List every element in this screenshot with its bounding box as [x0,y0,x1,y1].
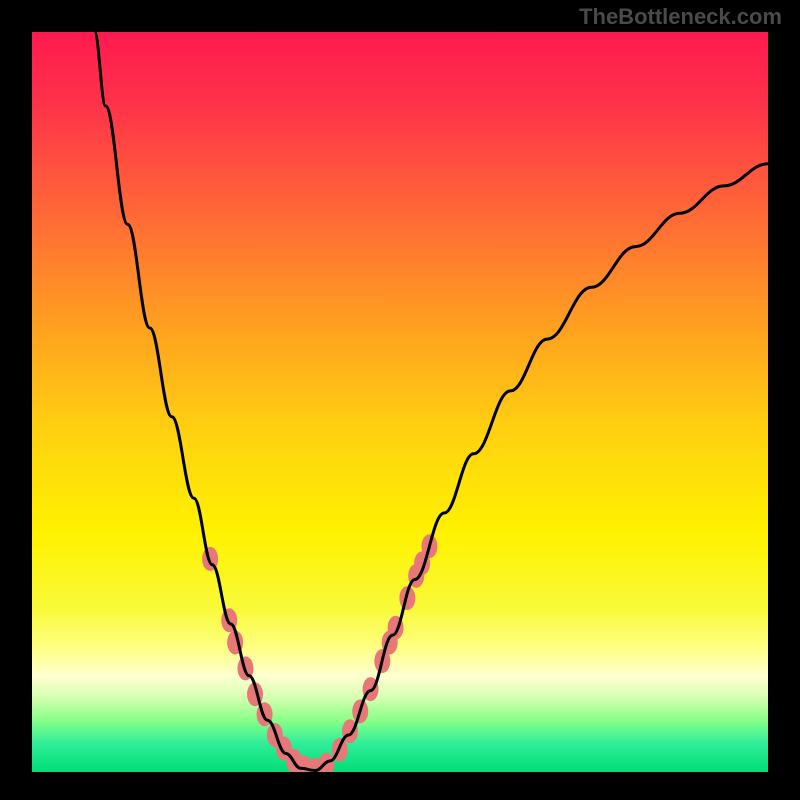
gradient-background [32,32,768,772]
bottleneck-chart [32,32,768,772]
chart-svg [32,32,768,772]
watermark-text: TheBottleneck.com [579,4,782,30]
